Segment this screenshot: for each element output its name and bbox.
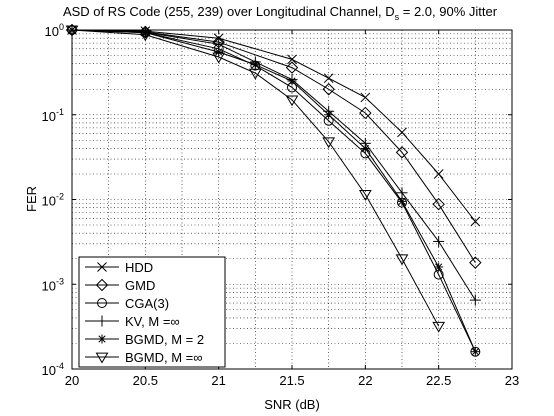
series-lines (71, 29, 476, 352)
legend-label: BGMD, M = 2 (125, 332, 204, 347)
chart-title: ASD of RS Code (255, 239) over Longitudi… (63, 4, 498, 22)
legend-marker (97, 334, 107, 344)
data-point (360, 143, 370, 153)
data-point (358, 190, 372, 201)
legend-marker (96, 315, 108, 327)
y-tick-label: 10-3 (42, 276, 64, 293)
data-point (470, 216, 481, 227)
data-point (432, 321, 446, 333)
data-point (248, 68, 262, 80)
data-point (469, 256, 482, 269)
data-point (470, 347, 480, 357)
y-axis-label: FER (24, 186, 39, 212)
data-point (212, 52, 226, 64)
data-point (433, 169, 444, 179)
data-point (397, 127, 407, 138)
data-point (322, 83, 335, 96)
data-point (397, 196, 407, 206)
x-tick-label: 21.5 (279, 373, 304, 388)
data-point (322, 137, 336, 149)
legend-marker (95, 352, 109, 364)
data-point (433, 235, 445, 247)
data-point (323, 73, 334, 84)
data-point (213, 33, 224, 44)
data-point (324, 110, 334, 120)
y-tick-label: 100 (45, 22, 64, 39)
data-point (395, 254, 409, 266)
y-tick-label: 10-4 (42, 361, 64, 378)
data-point (250, 60, 260, 70)
data-point (434, 262, 444, 272)
x-axis-label: SNR (dB) (264, 397, 320, 412)
legend-label: BGMD, M =∞ (125, 350, 203, 365)
axis-ticks: 20 20.5 21 21.5 22 22.5 23 100 10-1 10-2 10-3 10-4 (42, 22, 520, 388)
series-line-5 (71, 29, 476, 352)
data-point (287, 76, 297, 86)
data-point (432, 197, 445, 211)
x-tick-label: 22.5 (426, 373, 451, 388)
legend-label: GMD (125, 278, 155, 293)
legend-label: KV, M =∞ (125, 314, 180, 329)
x-tick-label: 20.5 (133, 373, 158, 388)
data-point (285, 95, 299, 107)
x-tick-label: 21 (211, 373, 225, 388)
data-point (287, 54, 297, 65)
legend-label: CGA(3) (125, 296, 169, 311)
legend-marker (97, 262, 107, 272)
series-line-3 (71, 29, 476, 352)
data-point (469, 294, 481, 306)
grid-lines (72, 30, 512, 369)
data-point (360, 92, 371, 103)
data-point (214, 47, 224, 57)
data-point (359, 106, 372, 120)
series-line-6 (71, 29, 440, 327)
y-tick-label: 10-2 (42, 192, 64, 209)
y-tick-label: 10-1 (42, 107, 64, 124)
legend-label: HDD (125, 260, 153, 275)
legend: HDD GMD CGA(3) KV, M =∞ BGMD, M = 2 BGMD, M =… (78, 256, 226, 368)
legend-marker (97, 298, 107, 308)
legend-box (78, 256, 226, 368)
data-point (285, 61, 299, 74)
series-line-4 (71, 29, 476, 301)
series-markers (65, 23, 482, 357)
x-tick-label: 20 (65, 373, 79, 388)
data-point (65, 25, 79, 37)
x-tick-label: 22 (358, 373, 372, 388)
x-tick-label: 23 (505, 373, 519, 388)
data-point (396, 187, 408, 199)
series-line-2 (71, 29, 476, 263)
legend-marker (95, 278, 109, 292)
data-point (395, 146, 409, 159)
